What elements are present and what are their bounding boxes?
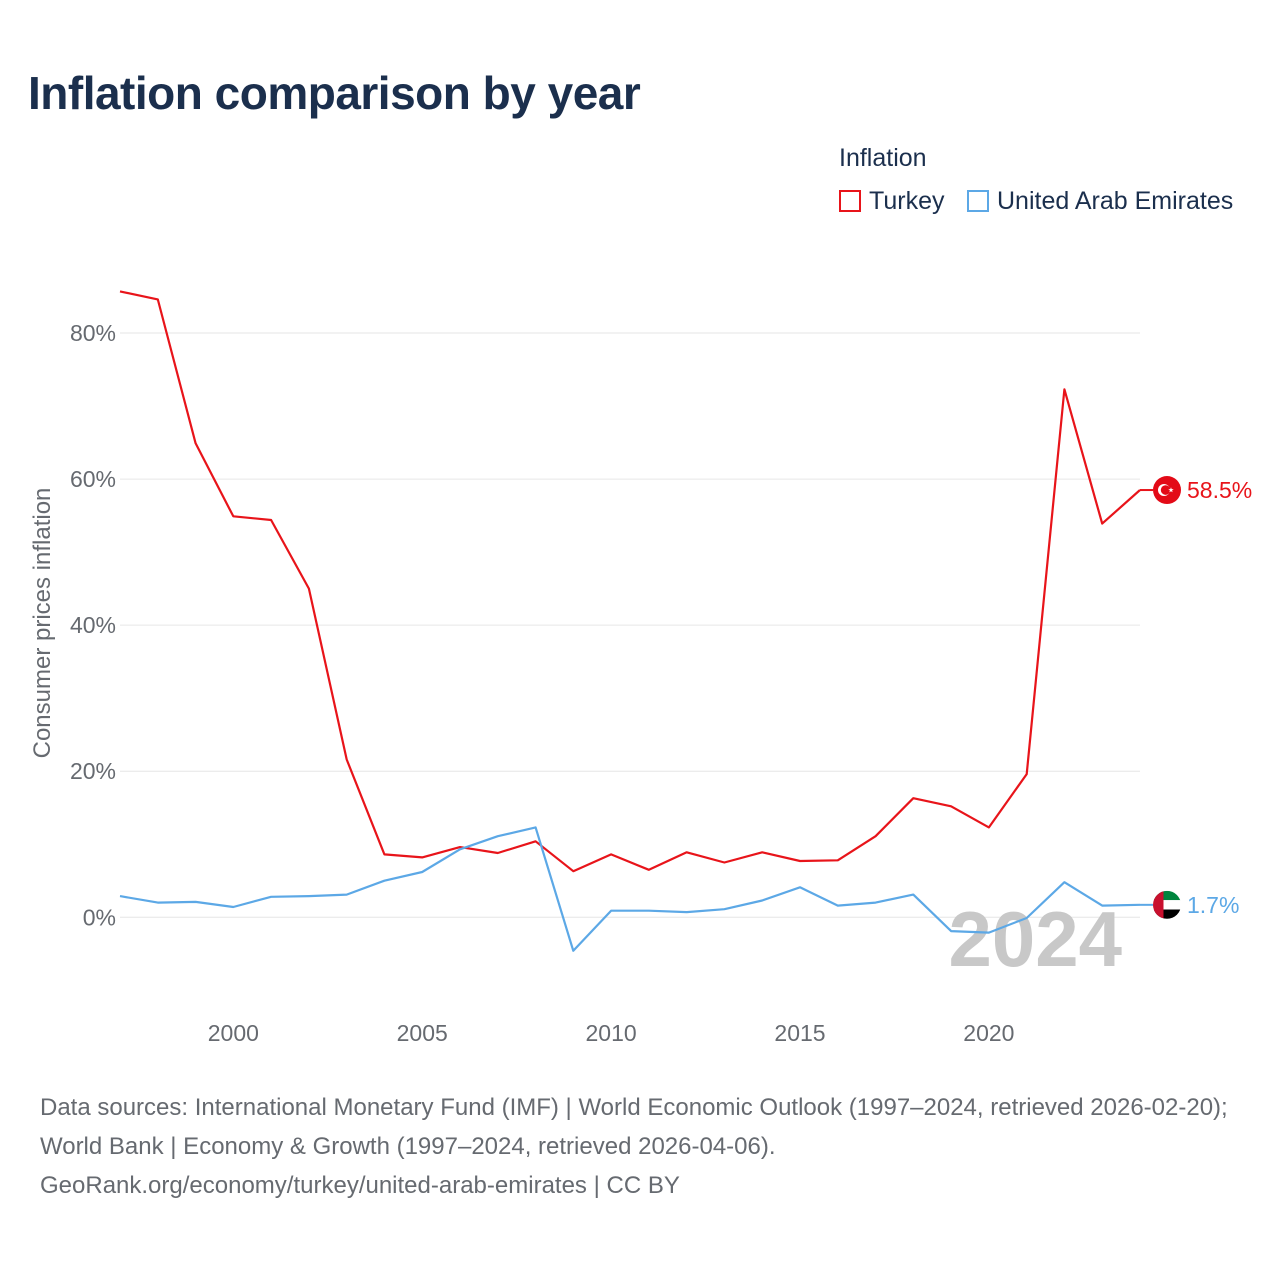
legend-swatch-turkey: [839, 190, 861, 212]
x-tick-label-2010: 2010: [586, 1020, 637, 1046]
x-tick-label-2005: 2005: [397, 1020, 448, 1046]
uae-black: [1153, 909, 1181, 919]
uae-flag-body: [1153, 890, 1181, 919]
legend-item-uae[interactable]: United Arab Emirates: [967, 186, 1233, 216]
x-tick-label-2000: 2000: [208, 1020, 259, 1046]
end-value-label-0: 58.5%: [1187, 477, 1252, 503]
y-tick-label-0: 0%: [83, 904, 116, 930]
uae-flag-icon: [1153, 890, 1181, 919]
series-line-turkey: [119, 290, 1141, 873]
footer-attribution: GeoRank.org/economy/turkey/united-arab-e…: [40, 1172, 680, 1199]
uae-white: [1153, 900, 1181, 910]
legend-label-uae: United Arab Emirates: [997, 186, 1234, 215]
y-tick-label-60: 60%: [70, 466, 116, 492]
legend-item-turkey[interactable]: Turkey: [839, 186, 944, 216]
uae-green: [1153, 890, 1181, 901]
turkey-star: [1168, 487, 1174, 493]
chart-title: Inflation comparison by year: [28, 67, 641, 119]
footer-sources: Data sources: International Monetary Fun…: [40, 1094, 1228, 1160]
footer: Data sources: International Monetary Fun…: [40, 1088, 1250, 1205]
legend-title: Inflation: [839, 144, 927, 172]
y-tick-label-80: 80%: [70, 320, 116, 346]
end-value-label-1: 1.7%: [1187, 892, 1239, 918]
legend-label-turkey: Turkey: [869, 186, 945, 215]
y-tick-label-20: 20%: [70, 758, 116, 784]
year-overlay-label: 2024: [948, 895, 1122, 983]
turkey-flag-icon: [1153, 476, 1181, 505]
legend-swatch-uae: [967, 190, 989, 212]
series-line-united-arab-emirates: [119, 826, 1141, 952]
uae-red: [1153, 890, 1164, 919]
x-tick-label-2015: 2015: [774, 1020, 825, 1046]
turkey-crescent-inner: [1160, 485, 1171, 495]
y-axis-label: Consumer prices inflation: [29, 488, 56, 759]
x-tick-label-2020: 2020: [963, 1020, 1014, 1046]
y-tick-label-40: 40%: [70, 612, 116, 638]
